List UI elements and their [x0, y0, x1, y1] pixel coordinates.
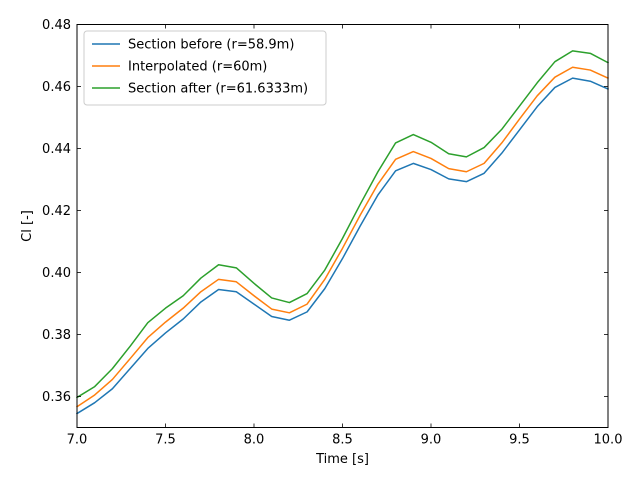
x-tick-label: 9.5: [509, 433, 530, 448]
y-axis-label: Cl [-]: [20, 210, 35, 242]
series-line-0: [75, 77, 609, 415]
legend-label-2: Section after (r=61.6333m): [128, 82, 308, 97]
legend: Section before (r=58.9m) Interpolated (r=…: [83, 30, 327, 106]
series-layer: [75, 50, 610, 415]
x-axis: 7.0 7.5 8.0 8.5 9.0 9.5 10.0: [67, 24, 623, 448]
legend-label-1: Interpolated (r=60m): [128, 60, 267, 75]
x-tick-label: 8.5: [332, 433, 353, 448]
x-tick-label: 7.5: [155, 433, 176, 448]
x-tick-label: 9.0: [421, 433, 442, 448]
x-tick-label: 10.0: [594, 433, 623, 448]
y-tick-label: 0.42: [42, 204, 71, 219]
y-tick-label: 0.38: [42, 328, 71, 343]
x-tick-label: 8.0: [244, 433, 265, 448]
y-tick-label: 0.46: [42, 80, 71, 95]
legend-label-0: Section before (r=58.9m): [128, 38, 294, 53]
legend-box: [83, 30, 327, 106]
y-tick-label: 0.48: [42, 18, 71, 33]
y-tick-label: 0.40: [42, 266, 71, 281]
x-tick-label: 7.0: [67, 433, 88, 448]
series-line-2: [75, 50, 610, 399]
x-axis-label: Time [s]: [315, 452, 369, 467]
y-axis: 0.36 0.38 0.40 0.42 0.44 0.46 0.48: [42, 18, 608, 405]
series-line-1: [75, 66, 609, 408]
y-tick-label: 0.36: [42, 390, 71, 405]
y-tick-label: 0.44: [42, 142, 71, 157]
